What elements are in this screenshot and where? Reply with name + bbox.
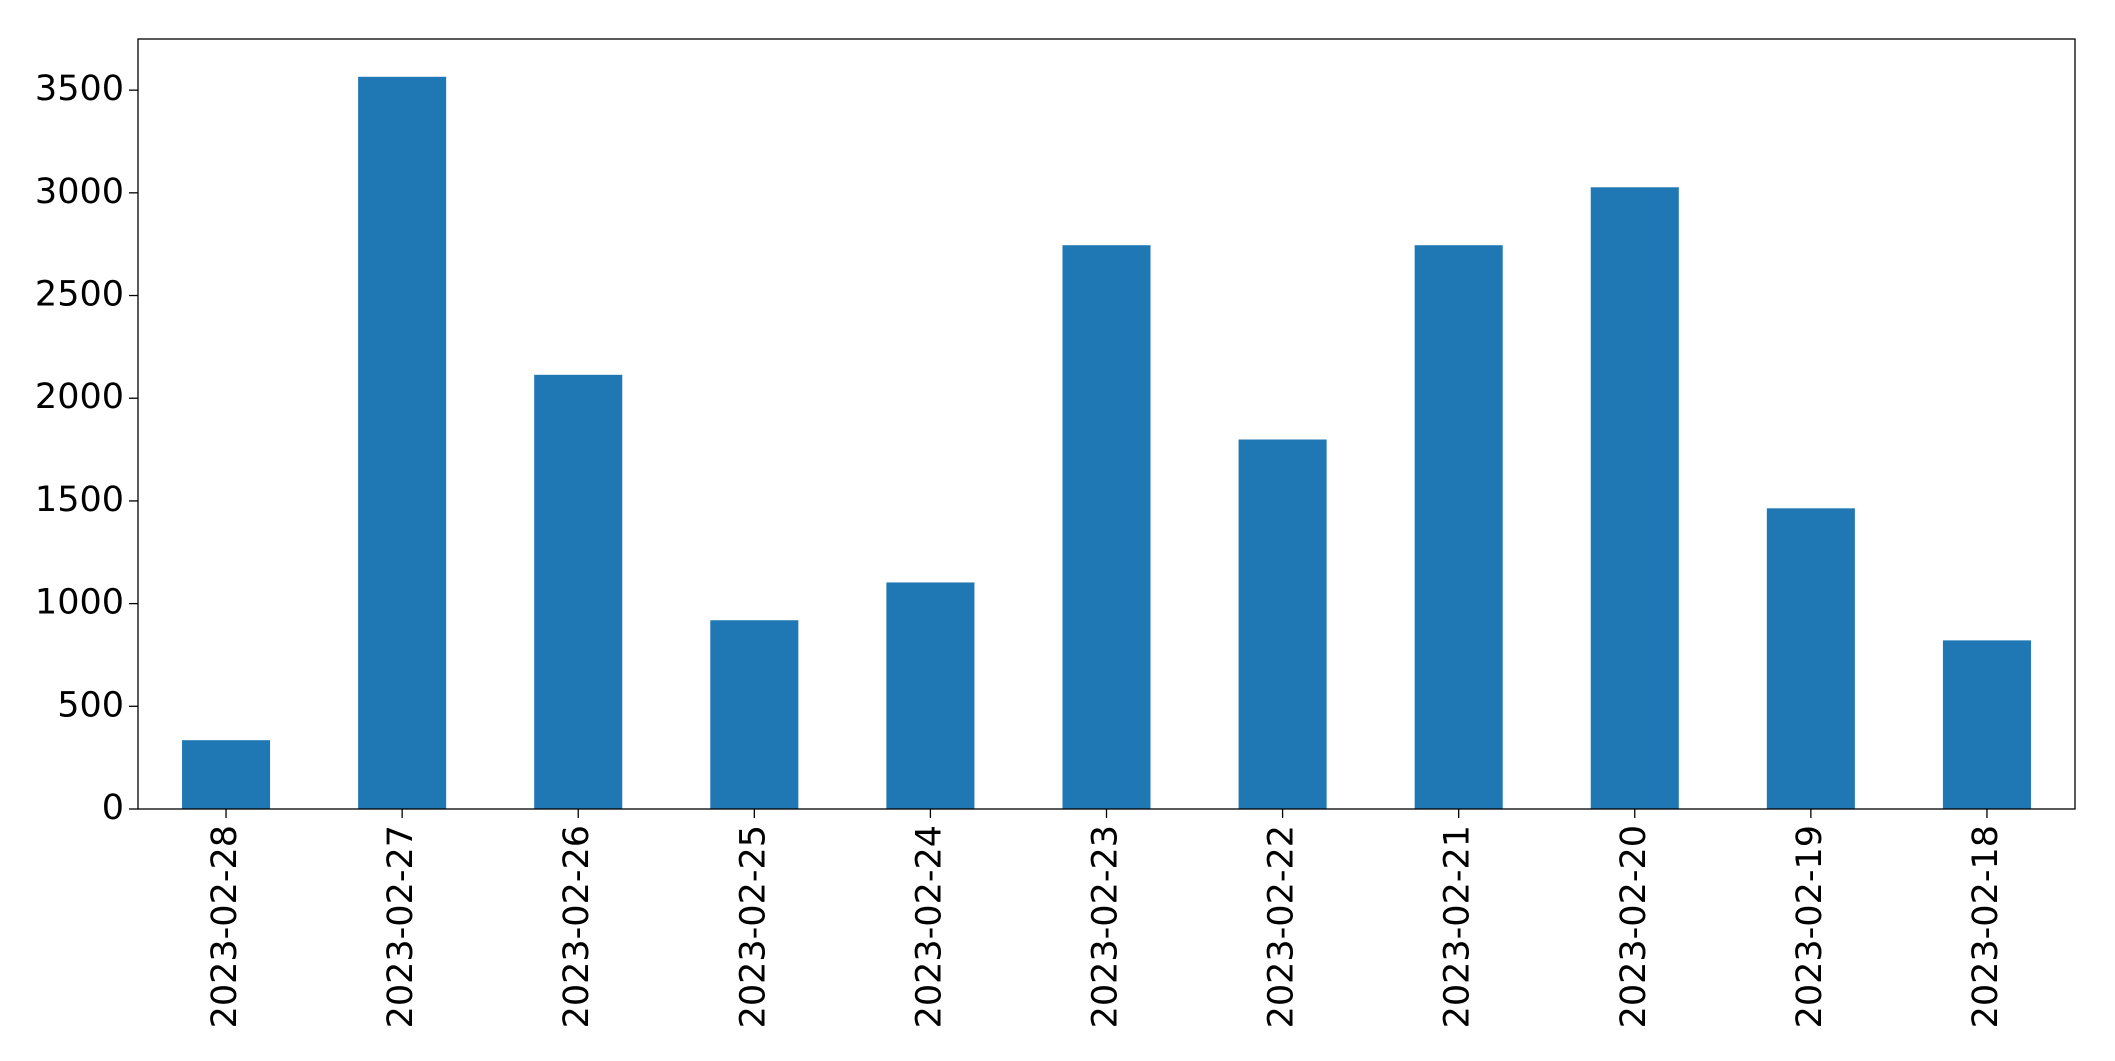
x-tick-label: 2023-02-26: [557, 825, 597, 1028]
bar: [358, 76, 447, 810]
x-tick-label: 2023-02-22: [1262, 825, 1302, 1028]
plot-frame: [137, 38, 2076, 810]
bar: [1766, 508, 1855, 809]
bar: [710, 620, 799, 809]
x-tick-label: 2023-02-21: [1438, 825, 1478, 1028]
y-tick-label: 500: [57, 685, 124, 725]
x-tick-label: 2023-02-18: [1966, 825, 2006, 1028]
y-tick-label: 3500: [35, 69, 124, 109]
bar: [1414, 245, 1503, 809]
x-tick-label: 2023-02-25: [733, 825, 773, 1028]
y-tick-label: 0: [102, 788, 124, 828]
bar: [534, 374, 623, 809]
bar: [886, 582, 975, 809]
x-tick-label: 2023-02-27: [381, 825, 421, 1028]
bar: [1238, 439, 1327, 809]
bar: [1062, 245, 1151, 809]
y-tick-label: 2500: [35, 275, 124, 315]
bar: [1590, 187, 1679, 809]
y-tick-label: 3000: [35, 172, 124, 212]
x-tick-label: 2023-02-19: [1790, 825, 1830, 1028]
x-tick-label: 2023-02-28: [205, 825, 245, 1028]
x-tick-label: 2023-02-23: [1086, 825, 1126, 1028]
bar: [182, 740, 271, 809]
x-tick-label: 2023-02-20: [1614, 825, 1654, 1028]
y-tick-label: 2000: [35, 377, 124, 417]
y-tick-label: 1500: [35, 480, 124, 520]
x-tick-label: 2023-02-24: [909, 825, 949, 1028]
bar: [1942, 640, 2031, 809]
y-tick-label: 1000: [35, 583, 124, 623]
